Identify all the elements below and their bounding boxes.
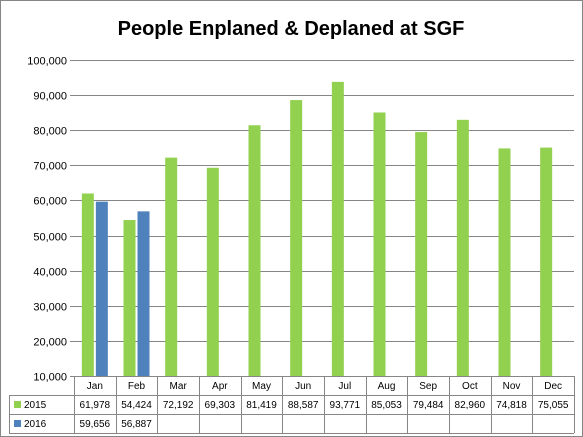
- data-table: Jan Feb Mar Apr May Jun Jul Aug Sep Oct Nov Dec 2015…: [9, 376, 575, 434]
- bar-2016-Jan: [95, 201, 108, 376]
- data-label-2015-Jul: 93,771: [330, 400, 361, 411]
- y-tick-label: 100,000: [27, 56, 67, 68]
- bar-2015-Jan: [81, 193, 94, 376]
- legend-key-2015: [14, 401, 21, 408]
- data-label-2016-Feb: 56,887: [121, 419, 152, 430]
- data-label-2015-Oct: 82,960: [455, 400, 486, 411]
- data-label-2015-Nov: 74,818: [496, 400, 527, 411]
- x-tick-label: Dec: [544, 381, 562, 392]
- x-tick-label: Oct: [462, 381, 478, 392]
- y-tick-label: 30,000: [33, 302, 67, 314]
- y-tick-label: 10,000: [33, 372, 67, 384]
- y-tick-label: 50,000: [33, 232, 67, 244]
- data-label-2015-Sep: 79,484: [413, 400, 444, 411]
- x-tick-label: Feb: [128, 381, 146, 392]
- data-label-2015-Aug: 85,053: [371, 400, 402, 411]
- x-tick-label: Apr: [212, 381, 228, 392]
- bar-2015-Feb: [123, 220, 136, 376]
- data-label-2015-Apr: 69,303: [205, 400, 236, 411]
- y-tick-label: 20,000: [33, 337, 67, 349]
- data-label-2015-Dec: 75,055: [538, 400, 569, 411]
- data-label-2015-Feb: 54,424: [121, 400, 152, 411]
- y-tick-label: 40,000: [33, 267, 67, 279]
- bar-2016-Feb: [137, 211, 150, 376]
- x-tick-label: Jul: [338, 381, 351, 392]
- chart-title: People Enplaned & Deplaned at SGF: [118, 18, 465, 40]
- x-tick-label: Sep: [419, 381, 437, 392]
- x-tick-label: Jun: [295, 381, 311, 392]
- bar-2015-Jul: [331, 81, 344, 376]
- data-label-2015-Jun: 88,587: [288, 400, 319, 411]
- data-label-2015-Mar: 72,192: [163, 400, 194, 411]
- data-label-2015-May: 81,419: [246, 400, 277, 411]
- bar-2015-Jun: [290, 100, 303, 376]
- legend-label-2015: 2015: [24, 400, 47, 411]
- bar-2015-Apr: [206, 167, 219, 376]
- bar-2015-May: [248, 125, 261, 376]
- bar-2015-Sep: [415, 132, 428, 376]
- bar-2015-Aug: [373, 112, 386, 376]
- y-axis: 10,000 20,000 30,000 40,000 50,000 60,000 70,0…: [27, 56, 74, 384]
- y-tick-label: 90,000: [33, 91, 67, 103]
- bar-2015-Mar: [165, 157, 178, 376]
- x-tick-label: May: [252, 381, 271, 392]
- bar-2015-Nov: [498, 148, 511, 376]
- x-tick-label: Nov: [503, 381, 521, 392]
- legend-key-2016: [14, 420, 21, 427]
- bar-2015-Oct: [456, 119, 469, 376]
- x-tick-label: Mar: [170, 381, 188, 392]
- gridlines: [74, 60, 574, 377]
- bar-2015-Dec: [540, 147, 553, 376]
- y-tick-label: 70,000: [33, 161, 67, 173]
- y-tick-label: 80,000: [33, 126, 67, 138]
- y-tick-label: 60,000: [33, 196, 67, 208]
- data-label-2015-Jan: 61,978: [80, 400, 111, 411]
- x-tick-label: Aug: [378, 381, 396, 392]
- data-label-2016-Jan: 59,656: [80, 419, 111, 430]
- x-tick-label: Jan: [87, 381, 103, 392]
- legend-label-2016: 2016: [24, 419, 47, 430]
- bars: [81, 81, 553, 376]
